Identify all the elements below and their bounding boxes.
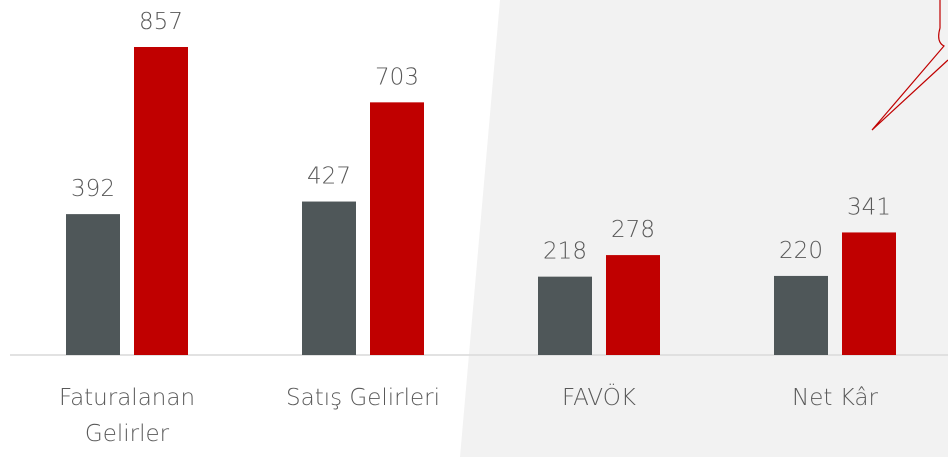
- category-label: Faturalanan Gelirler: [58, 385, 196, 447]
- bar: [302, 201, 356, 355]
- value-label: 392: [71, 176, 115, 202]
- category-label: FAVÖK: [562, 385, 636, 411]
- category-label: Satış Gelirleri: [286, 385, 440, 411]
- bar: [774, 275, 828, 355]
- bar: [370, 102, 424, 355]
- bar: [134, 47, 188, 355]
- value-label: 703: [375, 64, 419, 90]
- value-label: 220: [779, 238, 823, 264]
- value-label: 341: [847, 194, 891, 220]
- category-label: Net Kâr: [792, 385, 878, 411]
- bar: [66, 214, 120, 355]
- bar: [842, 232, 896, 355]
- value-label: 278: [611, 217, 655, 243]
- value-label: 218: [543, 239, 587, 265]
- bar: [538, 276, 592, 355]
- bar: [606, 255, 660, 355]
- value-label: 857: [139, 9, 183, 35]
- value-label: 427: [307, 164, 351, 190]
- callout-shape: [871, 0, 948, 131]
